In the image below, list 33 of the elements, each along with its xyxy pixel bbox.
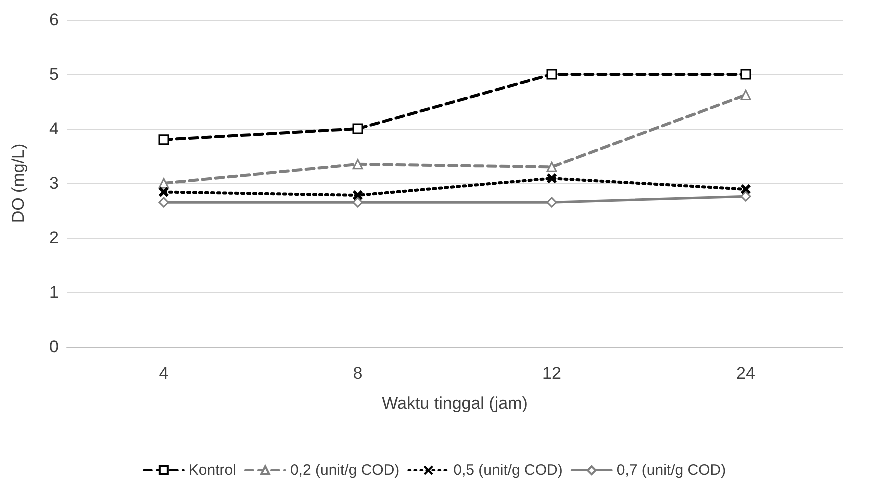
x-tick-label: 12 bbox=[542, 364, 562, 383]
point bbox=[352, 190, 364, 201]
point bbox=[546, 173, 558, 184]
point bbox=[546, 162, 558, 172]
point bbox=[352, 124, 364, 134]
point bbox=[546, 69, 558, 80]
point bbox=[352, 197, 364, 208]
legend-label: 0,5 (unit/g COD) bbox=[454, 462, 563, 479]
legend-label: 0,7 (unit/g COD) bbox=[616, 462, 726, 479]
point bbox=[158, 178, 170, 189]
y-tick-label: 6 bbox=[50, 10, 59, 30]
y-tick-label: 0 bbox=[50, 338, 59, 356]
point bbox=[158, 186, 170, 198]
y-tick-label: 5 bbox=[50, 65, 59, 84]
x-tick-label: 4 bbox=[159, 364, 169, 383]
y-tick-label: 4 bbox=[50, 120, 59, 138]
point bbox=[740, 184, 752, 195]
point bbox=[740, 191, 752, 202]
x-tick-label: 8 bbox=[353, 364, 363, 383]
point bbox=[546, 197, 558, 208]
y-tick-label: 1 bbox=[50, 283, 59, 302]
point bbox=[352, 159, 364, 170]
y-tick-label: 3 bbox=[50, 174, 59, 193]
point bbox=[740, 90, 752, 100]
x-axis-title: Waktu tinggal (jam) bbox=[382, 394, 528, 413]
point bbox=[158, 197, 170, 208]
y-tick-label: 2 bbox=[50, 228, 59, 248]
point bbox=[158, 134, 170, 146]
legend-label: Kontrol bbox=[188, 462, 236, 479]
legend-label: 0,2 (unit/g COD) bbox=[290, 462, 400, 479]
x-tick-label: 24 bbox=[736, 364, 756, 383]
y-axis-title: DO (mg/L) bbox=[9, 144, 28, 224]
point bbox=[740, 69, 752, 80]
